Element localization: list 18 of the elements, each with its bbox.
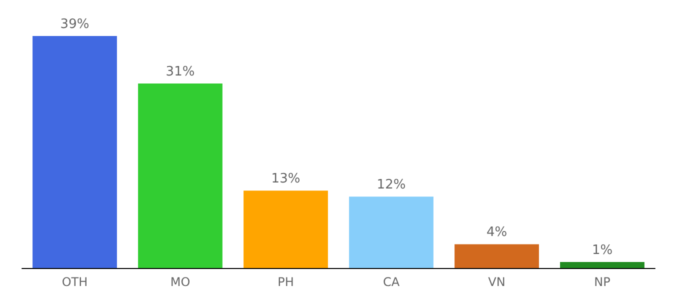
data-label: 13% (271, 172, 300, 187)
x-tick-label: CA (382, 275, 400, 289)
data-label: 12% (376, 178, 406, 193)
x-tick-label: VN (488, 275, 506, 289)
data-label: 4% (486, 225, 508, 240)
x-tick-label: NP (594, 275, 610, 289)
bar (349, 196, 434, 268)
data-label: 39% (60, 16, 90, 32)
x-tick-label: MO (170, 275, 190, 289)
data-label: 31% (166, 64, 195, 80)
x-tick-label: OTH (62, 275, 88, 289)
bar (138, 84, 222, 268)
data-label: 1% (592, 243, 613, 258)
bar (244, 190, 328, 268)
bar (454, 244, 539, 268)
bar (560, 262, 644, 268)
x-tick-label: PH (278, 275, 294, 289)
bar (32, 36, 117, 268)
